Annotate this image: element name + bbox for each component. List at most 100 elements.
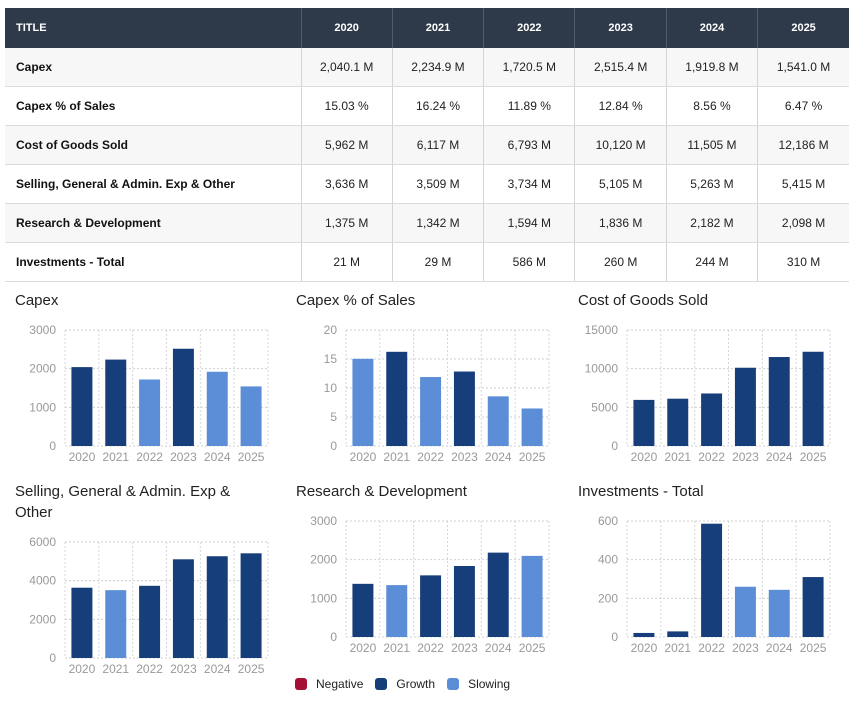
x-tick-label: 2024 [204, 662, 231, 676]
table-cell: 310 M [757, 242, 849, 282]
table-cell: 1,919.8 M [666, 48, 759, 87]
table-cell: 10,120 M [574, 125, 667, 165]
y-tick-label: 2000 [29, 612, 56, 626]
x-tick-label: 2022 [698, 450, 725, 464]
table-cell: 3,509 M [392, 164, 485, 204]
y-tick-label: 400 [598, 553, 618, 567]
y-tick-label: 10000 [585, 362, 619, 376]
column-header: 2020 [301, 8, 393, 48]
table-cell: 2,234.9 M [392, 48, 485, 87]
table-cell: 1,720.5 M [483, 48, 576, 87]
bar [667, 631, 689, 637]
bar [768, 589, 790, 637]
bar-chart-capex: 0 1000 2000 3000 2020 2021 2022 2023 2024 2025 [29, 323, 269, 464]
x-tick-label: 2023 [451, 641, 478, 655]
x-tick-label: 2024 [485, 450, 512, 464]
bar [701, 393, 723, 446]
chart-title-rnd: Research & Development [296, 483, 467, 500]
legend-swatch-growth [375, 678, 388, 690]
y-tick-label: 6000 [29, 535, 56, 549]
table-cell: 8.56 % [666, 86, 759, 126]
x-tick-label: 2021 [664, 450, 691, 464]
column-header: 2024 [666, 8, 759, 48]
bar-chart-investments: 0 200 400 600 2020 2021 2022 2023 2024 2025 [598, 514, 831, 655]
x-tick-label: 2020 [69, 662, 96, 676]
table-cell: 1,541.0 M [757, 48, 849, 87]
table-cell: 12.84 % [574, 86, 667, 126]
x-tick-label: 2021 [664, 641, 691, 655]
column-header: 2025 [757, 8, 849, 48]
y-tick-label: 10 [324, 381, 338, 395]
table-row: Capex 2,040.1 M 2,234.9 M 1,720.5 M 2,51… [5, 48, 849, 87]
bar-chart-rnd: 0 1000 2000 3000 2020 2021 2022 2023 2024 2025 [310, 514, 550, 655]
bar [768, 357, 790, 446]
y-tick-label: 0 [49, 439, 56, 453]
table-cell: 11.89 % [483, 86, 576, 126]
x-tick-label: 2022 [136, 450, 163, 464]
bar [105, 590, 127, 658]
x-tick-label: 2023 [732, 450, 759, 464]
row-label: Capex [5, 48, 302, 87]
y-tick-label: 5 [330, 410, 337, 424]
table-cell: 3,734 M [483, 164, 576, 204]
x-tick-label: 2025 [800, 450, 827, 464]
row-label: Investments - Total [5, 242, 302, 282]
bar [172, 348, 194, 446]
chart-title-capex: Capex [15, 292, 59, 309]
table-cell: 5,263 M [666, 164, 759, 204]
table-row: Capex % of Sales 15.03 % 16.24 % 11.89 %… [5, 86, 849, 126]
x-tick-label: 2024 [766, 450, 793, 464]
bar [453, 371, 475, 446]
bar [386, 351, 408, 446]
x-tick-label: 2020 [631, 641, 658, 655]
chart-title-capex-pct: Capex % of Sales [296, 292, 416, 309]
table-cell: 11,505 M [666, 125, 759, 165]
legend-item-slowing: Slowing [447, 677, 510, 691]
x-tick-label: 2020 [350, 641, 377, 655]
table-cell: 6,793 M [483, 125, 576, 165]
bar [139, 379, 161, 446]
bar [487, 396, 509, 446]
x-tick-label: 2025 [519, 641, 546, 655]
bar [71, 367, 93, 446]
legend-swatch-slowing [447, 678, 460, 690]
legend-item-growth: Growth [375, 677, 435, 691]
x-tick-label: 2025 [800, 641, 827, 655]
bar [667, 398, 689, 446]
bar [521, 408, 543, 446]
table-cell: 29 M [392, 242, 485, 282]
x-tick-label: 2023 [451, 450, 478, 464]
legend-item-negative: Negative [295, 677, 363, 691]
bar [71, 587, 93, 658]
bar [240, 553, 262, 658]
bar [386, 585, 408, 637]
bar [734, 586, 756, 637]
table-cell: 1,836 M [574, 203, 667, 243]
table-cell: 1,342 M [392, 203, 485, 243]
table-row: Investments - Total 21 M 29 M 586 M 260 … [5, 242, 849, 282]
table-cell: 16.24 % [392, 86, 485, 126]
bar [701, 523, 723, 637]
x-tick-label: 2023 [170, 450, 197, 464]
y-tick-label: 1000 [29, 400, 56, 414]
chart-title-cogs: Cost of Goods Sold [578, 292, 709, 309]
legend-label: Growth [396, 677, 436, 691]
bar [352, 583, 374, 637]
bar [802, 351, 824, 446]
x-tick-label: 2022 [417, 641, 444, 655]
chart-title-investments: Investments - Total [578, 483, 704, 500]
table-cell: 244 M [666, 242, 759, 282]
column-header: 2022 [483, 8, 576, 48]
table-cell: 2,098 M [757, 203, 849, 243]
bar [206, 371, 228, 446]
y-tick-label: 0 [330, 439, 337, 453]
x-tick-label: 2020 [69, 450, 96, 464]
table-cell: 12,186 M [757, 125, 849, 165]
financials-table: TITLE 2020 2021 2022 2023 2024 2025 Cape… [5, 8, 849, 282]
x-tick-label: 2025 [519, 450, 546, 464]
bar [240, 386, 262, 446]
bar [521, 555, 543, 637]
bar [105, 359, 127, 446]
bar [352, 358, 374, 446]
